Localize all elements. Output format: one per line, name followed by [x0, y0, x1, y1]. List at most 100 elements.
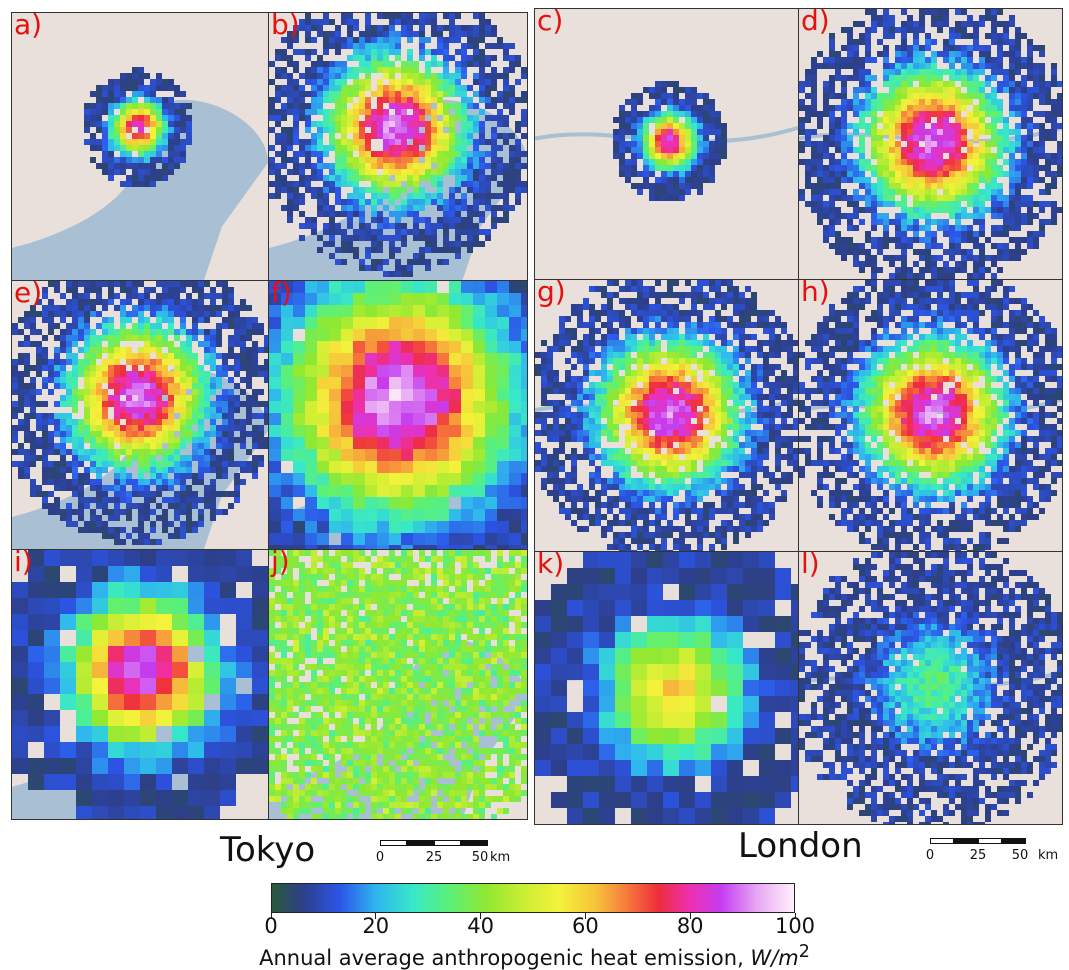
- heat-cell: [721, 292, 727, 298]
- heat-cell: [168, 299, 174, 305]
- heat-cell: [973, 213, 979, 219]
- heat-cell: [72, 491, 78, 497]
- heat-cell: [949, 171, 955, 177]
- heat-cell: [955, 183, 961, 189]
- heat-cell: [90, 335, 96, 341]
- heat-cell: [485, 377, 497, 389]
- heat-cell: [210, 491, 216, 497]
- heat-cell: [859, 63, 865, 69]
- heat-cell: [1039, 153, 1045, 159]
- heat-cell: [84, 395, 90, 401]
- heat-cell: [509, 281, 521, 293]
- heat-cell: [473, 401, 485, 413]
- heat-cell: [180, 127, 186, 133]
- heat-cell: [323, 61, 329, 67]
- heat-cell: [413, 187, 419, 193]
- heat-cell: [745, 298, 751, 304]
- heat-cell: [377, 485, 389, 497]
- heat-cell: [455, 157, 461, 163]
- heat-cell: [395, 43, 401, 49]
- heat-cell: [901, 267, 907, 273]
- heat-cell: [144, 103, 150, 109]
- heat-cell: [305, 181, 311, 187]
- heat-cell: [150, 91, 156, 97]
- heat-cell: [449, 13, 455, 19]
- heat-cell: [84, 109, 90, 115]
- heat-cell: [216, 383, 222, 389]
- heat-cell: [150, 359, 156, 365]
- heat-cell: [413, 293, 425, 305]
- heat-cell: [461, 103, 467, 109]
- heat-cell: [625, 304, 631, 310]
- heat-cell: [431, 85, 437, 91]
- heat-cell: [413, 437, 425, 449]
- heat-cell: [649, 111, 655, 117]
- heat-cell: [168, 121, 174, 127]
- heat-cell: [883, 183, 889, 189]
- heat-cell: [389, 115, 395, 121]
- heat-cell: [625, 177, 631, 183]
- heat-cell: [150, 479, 156, 485]
- heat-cell: [156, 383, 162, 389]
- heat-cell: [168, 323, 174, 329]
- heat-cell: [102, 281, 108, 287]
- heat-cell: [913, 123, 919, 129]
- heat-cell: [12, 401, 18, 407]
- heat-cell: [883, 57, 889, 63]
- heat-cell: [30, 317, 36, 323]
- heat-cell: [78, 281, 84, 287]
- heat-cell: [973, 135, 979, 141]
- heat-cell: [84, 377, 90, 383]
- heat-cell: [937, 129, 943, 135]
- heat-cell: [461, 151, 467, 157]
- heat-cell: [144, 181, 150, 187]
- heat-cell: [679, 292, 685, 298]
- heat-cell: [835, 141, 841, 147]
- heat-cell: [42, 287, 48, 293]
- heat-cell: [913, 117, 919, 123]
- heat-cell: [799, 159, 805, 165]
- heat-cell: [186, 473, 192, 479]
- heat-cell: [323, 205, 329, 211]
- heat-cell: [114, 455, 120, 461]
- heat-cell: [413, 497, 425, 509]
- heat-cell: [437, 545, 449, 549]
- heat-cell: [174, 151, 180, 157]
- heat-cell: [42, 413, 48, 419]
- heat-cell: [353, 247, 359, 253]
- heat-cell: [54, 359, 60, 365]
- heat-cell: [216, 353, 222, 359]
- heat-cell: [305, 145, 311, 151]
- heat-cell: [42, 419, 48, 425]
- heat-cell: [895, 69, 901, 75]
- heat-cell: [631, 129, 637, 135]
- heat-cell: [943, 105, 949, 111]
- heat-cell: [162, 389, 168, 395]
- heat-cell: [144, 497, 150, 503]
- heat-cell: [96, 377, 102, 383]
- heat-cell: [365, 31, 371, 37]
- heat-cell: [925, 183, 931, 189]
- heat-cell: [365, 229, 371, 235]
- heat-cell: [192, 281, 198, 287]
- heat-cell: [1057, 99, 1062, 105]
- heat-cell: [805, 69, 811, 75]
- heat-cell: [461, 181, 467, 187]
- heat-cell: [961, 213, 967, 219]
- heat-cell: [865, 207, 871, 213]
- heat-cell: [72, 467, 78, 473]
- heat-cell: [156, 79, 162, 85]
- heat-cell: [1021, 105, 1027, 111]
- heat-cell: [901, 117, 907, 123]
- heat-cell: [679, 129, 685, 135]
- heat-cell: [425, 151, 431, 157]
- heat-cell: [515, 145, 521, 151]
- heat-cell: [377, 103, 383, 109]
- heat-cell: [625, 111, 631, 117]
- heat-cell: [228, 443, 234, 449]
- heat-cell: [859, 57, 865, 63]
- heat-cell: [1009, 15, 1015, 21]
- heat-cell: [817, 183, 823, 189]
- heat-cell: [371, 235, 377, 241]
- heat-cell: [150, 145, 156, 151]
